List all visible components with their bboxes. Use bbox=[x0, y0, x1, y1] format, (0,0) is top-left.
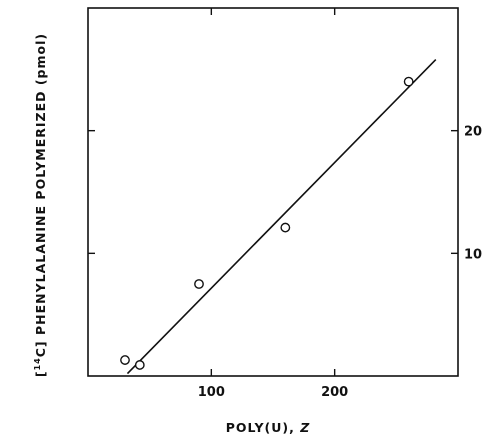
data-point-5 bbox=[403, 76, 414, 87]
x-tick-label-100: 100 bbox=[198, 385, 225, 400]
data-point-2 bbox=[134, 360, 145, 370]
x-axis-label-main: POLY(U), bbox=[226, 420, 301, 435]
y-axis-label-rest: C] PHENYLALANINE POLYMERIZED (pmol) bbox=[33, 33, 48, 357]
y-axis-label-superscript: 14 bbox=[33, 357, 42, 370]
x-axis-label: POLY(U), Z bbox=[226, 420, 311, 435]
x-tick-label-200: 200 bbox=[321, 385, 348, 400]
axis-ticks bbox=[88, 8, 458, 376]
data-point-3 bbox=[194, 279, 204, 289]
data-points bbox=[120, 76, 414, 370]
y-axis-label-bracket: [ bbox=[33, 370, 48, 377]
y-tick-label-10: 10 bbox=[464, 247, 482, 262]
x-axis-label-z: Z bbox=[299, 420, 310, 435]
y-tick-label-20: 20 bbox=[464, 125, 482, 140]
data-point-1 bbox=[120, 355, 130, 365]
plot-frame bbox=[87, 7, 459, 377]
fit-line bbox=[126, 58, 437, 375]
tick-labels: 100 200 10 20 bbox=[198, 125, 482, 400]
y-axis-label: [14C] PHENYLALANINE POLYMERIZED (pmol) bbox=[33, 33, 48, 377]
data-point-4 bbox=[280, 222, 291, 233]
